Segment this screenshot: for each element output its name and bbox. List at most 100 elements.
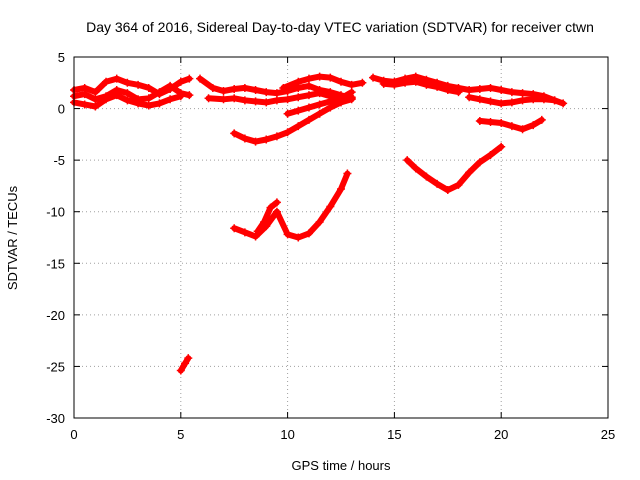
data-point xyxy=(176,92,185,101)
data-point xyxy=(251,86,260,95)
x-tick-label: 20 xyxy=(494,427,508,442)
data-point xyxy=(507,122,516,131)
data-point xyxy=(537,115,546,124)
data-point xyxy=(326,103,335,112)
data-point xyxy=(266,203,275,212)
data-point xyxy=(518,89,527,98)
data-point xyxy=(465,168,474,177)
data-point xyxy=(507,88,516,97)
data-point xyxy=(80,100,89,109)
data-point xyxy=(529,95,538,104)
grid xyxy=(74,57,608,418)
data-point xyxy=(251,232,260,241)
data-point xyxy=(475,95,484,104)
data-point xyxy=(123,78,132,87)
data-point xyxy=(304,103,313,112)
data-point xyxy=(454,180,463,189)
data-point xyxy=(230,94,239,103)
data-point xyxy=(315,72,324,81)
data-point xyxy=(219,95,228,104)
chart-title: Day 364 of 2016, Sidereal Day-to-day VTE… xyxy=(86,19,594,35)
x-tick-label: 10 xyxy=(280,427,294,442)
data-point xyxy=(240,134,249,143)
data-point xyxy=(294,233,303,242)
data-point xyxy=(144,83,153,92)
data-point xyxy=(486,97,495,106)
data-point xyxy=(347,95,356,104)
data-point xyxy=(304,91,313,100)
data-point xyxy=(166,81,175,90)
data-point xyxy=(294,122,303,131)
data-point xyxy=(80,90,89,99)
data-point xyxy=(454,88,463,97)
data-point xyxy=(134,80,143,89)
data-point xyxy=(283,109,292,118)
data-point xyxy=(294,77,303,86)
data-point xyxy=(251,137,260,146)
data-point xyxy=(433,82,442,91)
series-arc-15 xyxy=(404,143,505,194)
data-point xyxy=(390,80,399,89)
data-point xyxy=(185,91,194,100)
y-axis-label: SDTVAR / TECUs xyxy=(5,185,20,290)
data-point xyxy=(507,98,516,107)
y-tick-label: -20 xyxy=(46,308,65,323)
data-point xyxy=(486,117,495,126)
data-point xyxy=(230,84,239,93)
data-point xyxy=(208,83,217,92)
data-point xyxy=(253,227,262,236)
series-arc-2 xyxy=(71,82,193,103)
data-point xyxy=(486,150,495,159)
data-point xyxy=(304,81,313,90)
data-point xyxy=(475,158,484,167)
data-point xyxy=(559,99,568,108)
data-point xyxy=(433,179,442,188)
data-point xyxy=(283,128,292,137)
data-point xyxy=(337,98,345,107)
data-point xyxy=(272,198,281,207)
data-point xyxy=(315,89,324,98)
data-point xyxy=(497,86,506,95)
data-point xyxy=(262,98,271,107)
data-point xyxy=(347,80,356,89)
y-tick-label: -10 xyxy=(46,205,65,220)
data-point xyxy=(411,164,420,173)
data-point xyxy=(91,95,100,104)
x-tick-label: 5 xyxy=(177,427,184,442)
data-point xyxy=(185,74,194,83)
data-point xyxy=(262,135,271,144)
data-point xyxy=(518,96,527,105)
y-tick-label: 5 xyxy=(58,50,65,65)
data-point xyxy=(112,74,121,83)
data-point xyxy=(166,95,175,104)
data-point xyxy=(279,83,288,92)
data-point xyxy=(294,106,303,115)
data-point xyxy=(529,121,538,130)
data-point xyxy=(475,116,484,125)
data-point xyxy=(283,95,292,104)
data-point xyxy=(176,77,185,86)
y-tick-label: 0 xyxy=(58,102,65,117)
data-point xyxy=(134,99,143,108)
data-point xyxy=(475,84,484,93)
data-point xyxy=(91,102,100,111)
data-point xyxy=(539,95,548,104)
data-point xyxy=(422,172,431,181)
data-point xyxy=(315,109,324,118)
data-point xyxy=(102,95,111,104)
data-point xyxy=(91,88,100,97)
y-tick-label: -30 xyxy=(46,411,65,426)
y-tick-label: -25 xyxy=(46,359,65,374)
axis-ticks: 0 5 10 15 20 25 5 0 -5 -10 -15 -20 -25 -30 xyxy=(46,50,615,442)
data-point xyxy=(294,93,303,102)
data-point xyxy=(465,86,474,95)
x-tick-label: 25 xyxy=(601,427,615,442)
data-point xyxy=(260,218,269,227)
data-point xyxy=(123,96,132,105)
data-point xyxy=(422,80,431,89)
data-point xyxy=(230,129,239,138)
data-point xyxy=(123,89,132,98)
data-point xyxy=(304,74,313,83)
data-point xyxy=(443,86,452,95)
